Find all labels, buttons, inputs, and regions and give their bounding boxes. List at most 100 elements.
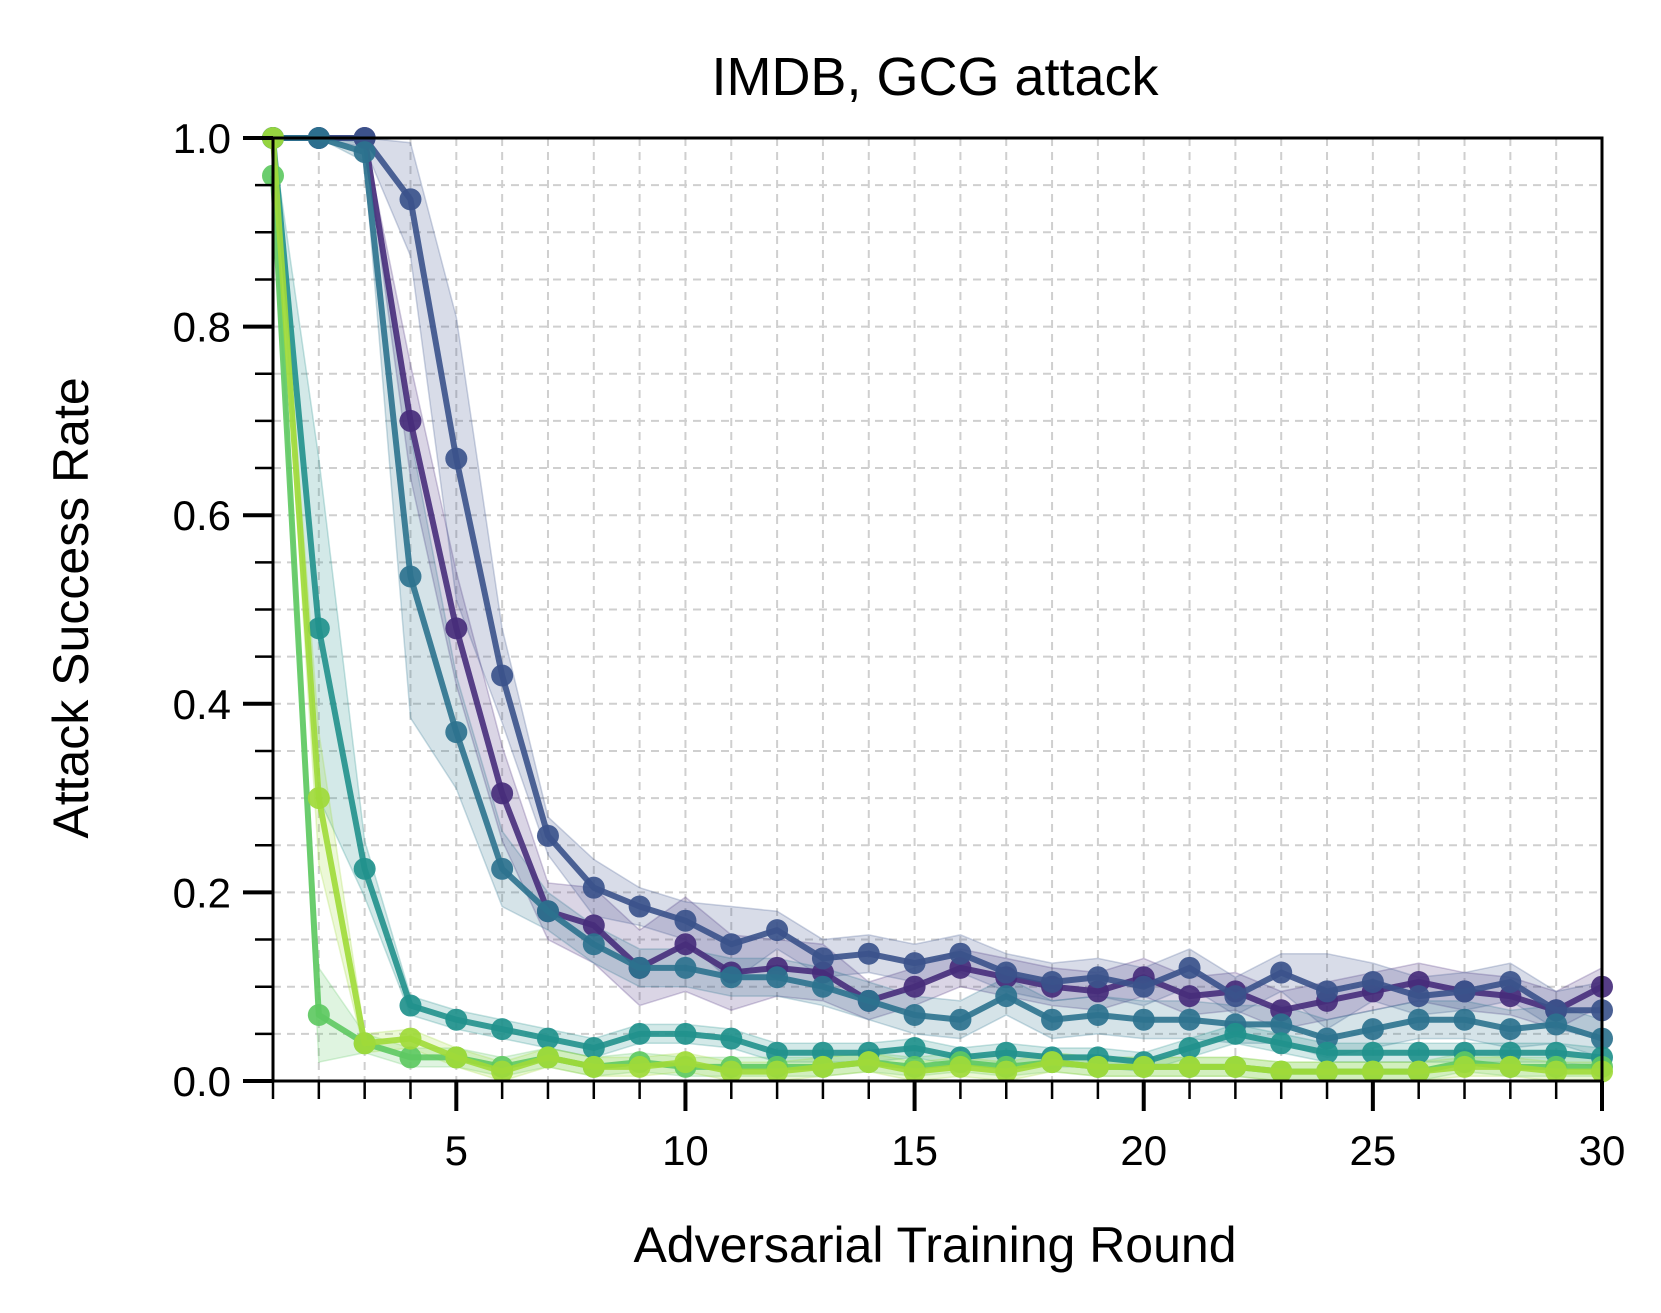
point-series-6: [1270, 1060, 1293, 1083]
point-series-4: [720, 1027, 743, 1050]
point-series-3: [536, 900, 559, 923]
point-series-4: [582, 1036, 605, 1059]
point-series-4: [353, 857, 376, 880]
point-series-2: [1453, 980, 1476, 1003]
point-series-2: [766, 919, 789, 942]
point-series-6: [903, 1060, 926, 1083]
point-series-3: [1545, 1013, 1568, 1036]
point-series-2: [949, 942, 972, 965]
point-series-2: [1499, 970, 1522, 993]
point-series-6: [1545, 1060, 1568, 1083]
point-series-2: [1041, 970, 1064, 993]
point-series-1: [674, 933, 697, 956]
point-series-2: [811, 947, 834, 970]
point-series-2: [628, 895, 651, 918]
point-series-4: [903, 1036, 926, 1059]
point-series-6: [1316, 1060, 1339, 1083]
point-series-3: [582, 933, 605, 956]
point-series-4: [536, 1027, 559, 1050]
point-series-1: [491, 782, 514, 805]
point-series-3: [674, 956, 697, 979]
point-series-3: [811, 975, 834, 998]
point-series-4: [674, 1022, 697, 1045]
point-series-6: [628, 1055, 651, 1078]
point-series-3: [399, 565, 422, 588]
point-series-3: [1086, 1003, 1109, 1026]
point-series-6: [1453, 1055, 1476, 1078]
point-series-6: [766, 1060, 789, 1083]
point-series-3: [1361, 1018, 1384, 1041]
point-series-6: [720, 1060, 743, 1083]
point-series-4: [445, 1008, 468, 1031]
y-tick-label: 0.6: [173, 492, 231, 539]
point-series-5: [399, 1046, 422, 1069]
point-series-6: [1132, 1055, 1155, 1078]
point-series-3: [628, 956, 651, 979]
point-series-3: [995, 985, 1018, 1008]
point-series-4: [399, 994, 422, 1017]
point-series-6: [445, 1046, 468, 1069]
point-series-6: [491, 1060, 514, 1083]
point-series-6: [1086, 1055, 1109, 1078]
point-series-4: [1270, 1032, 1293, 1055]
y-tick-label: 0.8: [173, 304, 231, 351]
point-series-1: [582, 914, 605, 937]
point-series-2: [903, 952, 926, 975]
chart-title: IMDB, GCG attack: [711, 47, 1159, 107]
point-series-4: [628, 1022, 651, 1045]
point-series-1: [903, 975, 926, 998]
point-series-4: [491, 1018, 514, 1041]
point-series-2: [399, 188, 422, 211]
point-series-1: [399, 409, 422, 432]
point-series-3: [857, 989, 880, 1012]
point-series-3: [353, 141, 376, 164]
point-series-6: [1407, 1060, 1430, 1083]
point-series-2: [536, 824, 559, 847]
y-tick-label: 1.0: [173, 115, 231, 162]
point-series-6: [1041, 1051, 1064, 1074]
point-series-2: [1316, 980, 1339, 1003]
point-series-2: [1178, 956, 1201, 979]
point-series-3: [1132, 1008, 1155, 1031]
point-series-6: [811, 1055, 834, 1078]
point-series-3: [1453, 1008, 1476, 1031]
point-series-3: [720, 966, 743, 989]
point-series-4: [1407, 1041, 1430, 1064]
point-series-2: [491, 664, 514, 687]
point-series-6: [674, 1051, 697, 1074]
point-series-3: [1270, 1013, 1293, 1036]
point-series-3: [1178, 1008, 1201, 1031]
point-series-4: [1361, 1041, 1384, 1064]
point-series-6: [857, 1051, 880, 1074]
y-axis-label: Attack Success Rate: [43, 377, 99, 838]
x-tick-label: 30: [1579, 1127, 1626, 1174]
y-tick-label: 0.0: [173, 1058, 231, 1105]
point-series-2: [1132, 975, 1155, 998]
point-series-6: [1499, 1055, 1522, 1078]
point-series-2: [857, 942, 880, 965]
point-series-6: [949, 1055, 972, 1078]
y-tick-label: 0.2: [173, 869, 231, 916]
point-series-3: [1407, 1008, 1430, 1031]
point-series-6: [536, 1046, 559, 1069]
point-series-6: [353, 1032, 376, 1055]
point-series-2: [720, 933, 743, 956]
point-series-6: [399, 1027, 422, 1050]
x-axis-label: Adversarial Training Round: [633, 1217, 1236, 1273]
y-tick-label: 0.4: [173, 681, 231, 728]
point-series-4: [1224, 1022, 1247, 1045]
point-series-6: [307, 787, 330, 810]
point-series-6: [995, 1060, 1018, 1083]
point-series-6: [1361, 1060, 1384, 1083]
point-series-2: [1086, 966, 1109, 989]
point-series-6: [1178, 1055, 1201, 1078]
point-series-1: [445, 617, 468, 640]
point-series-2: [1407, 985, 1430, 1008]
point-series-2: [674, 909, 697, 932]
point-series-4: [1316, 1041, 1339, 1064]
point-series-3: [1499, 1018, 1522, 1041]
x-tick-label: 10: [662, 1127, 709, 1174]
point-series-6: [582, 1055, 605, 1078]
point-series-2: [582, 876, 605, 899]
